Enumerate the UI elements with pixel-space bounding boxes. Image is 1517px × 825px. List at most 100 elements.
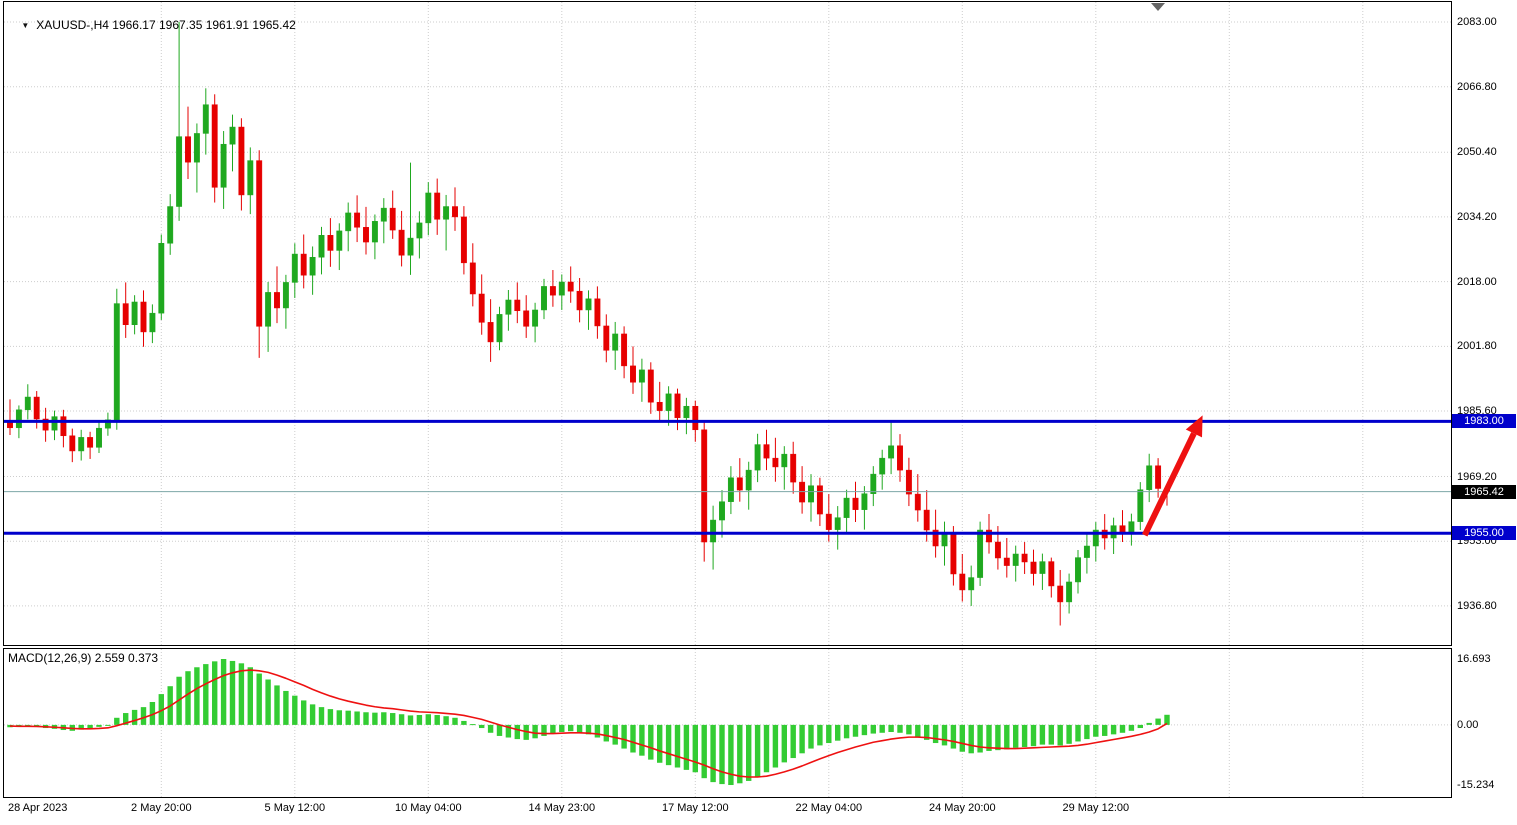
candle-body [363, 227, 369, 243]
candle-body [327, 235, 334, 251]
macd-histogram-bar [870, 724, 876, 734]
macd-histogram-bar [274, 685, 280, 725]
candle-body [291, 253, 298, 283]
candle-body [888, 445, 895, 459]
macd-histogram-bar [283, 690, 289, 725]
macd-histogram-bar [1093, 724, 1099, 737]
macd-histogram-bar [505, 724, 512, 738]
candle-body [211, 104, 218, 188]
candle-body [1003, 557, 1010, 566]
candle-body [1039, 561, 1046, 574]
macd-histogram-bar [123, 713, 129, 725]
candle-body [1137, 489, 1144, 522]
macd-histogram-bar [897, 724, 903, 733]
macd-histogram-bar [461, 720, 467, 725]
chart-menu-icon[interactable]: ▼ [21, 21, 30, 30]
time-tick-label: 17 May 12:00 [661, 802, 729, 814]
trend-arrow-head[interactable] [1185, 415, 1203, 438]
macd-histogram-bar [585, 724, 592, 735]
candle-body [354, 212, 361, 228]
candle-body [149, 312, 156, 333]
trend-arrow-shaft[interactable] [1142, 432, 1197, 537]
time-tick-label: 5 May 12:00 [264, 802, 326, 814]
price-tick-label: 2034.20 [1457, 210, 1497, 223]
macd-histogram-bar [657, 724, 663, 763]
macd-histogram-bar [986, 724, 992, 751]
macd-tick-label: 0.00 [1457, 718, 1479, 731]
macd-signal-line [9, 669, 1168, 778]
macd-histogram-bar [318, 707, 325, 725]
candle-body [33, 396, 40, 420]
candle-body [140, 301, 147, 333]
candle-body [1066, 581, 1073, 603]
macd-tick-label: -15.234 [1457, 779, 1495, 792]
macd-histogram-bar [452, 717, 458, 725]
time-tick-label: 29 May 12:00 [1062, 802, 1130, 814]
candle-body [816, 485, 823, 515]
macd-histogram-bar [78, 724, 84, 730]
macd-histogram-bar [701, 724, 707, 779]
candle-body [986, 529, 992, 543]
candle-body [968, 577, 975, 591]
macd-histogram-bar [336, 710, 342, 725]
macd-histogram-bar [203, 664, 209, 725]
candle-body [443, 206, 450, 220]
candle-body [434, 192, 441, 220]
macd-histogram-bar [1146, 722, 1152, 725]
macd-histogram-bar [683, 724, 690, 770]
macd-tick-label: 16.693 [1457, 653, 1491, 665]
macd-histogram-bar [309, 704, 316, 725]
candle-body [719, 501, 725, 521]
macd-histogram-bar [407, 715, 414, 725]
macd-histogram-bar [932, 724, 939, 744]
symbol-ohlc-text: XAUUSD-,H4 1966.17 1967.35 1961.91 1965.… [36, 18, 296, 32]
candle-body [772, 457, 779, 468]
candle-body [256, 160, 263, 327]
time-tick-label: 24 May 20:00 [928, 802, 996, 814]
candle-body [336, 230, 343, 251]
candle-body [371, 221, 378, 243]
macd-histogram-bar [728, 724, 734, 786]
macd-histogram-bar [1013, 724, 1019, 748]
candle-body [638, 369, 645, 383]
candle-body [852, 497, 859, 510]
candle-body [158, 243, 165, 314]
candle-body [532, 309, 539, 327]
macd-histogram-bar [550, 724, 556, 734]
macd-histogram-bar [247, 667, 253, 725]
price-tick-label: 2018.00 [1457, 275, 1497, 288]
candle-body [727, 477, 734, 502]
candle-body [478, 293, 485, 323]
macd-histogram-bar [737, 724, 743, 784]
macd-histogram-bar [612, 724, 618, 745]
candle-body [416, 222, 423, 239]
candle-body [1146, 465, 1153, 490]
macd-histogram-bar [1128, 724, 1135, 731]
price-tick-label: 2050.40 [1457, 146, 1497, 159]
macd-histogram-bar [630, 724, 636, 753]
macd-histogram-bar [363, 712, 369, 725]
candle-body [220, 143, 227, 188]
macd-histogram-bar [1084, 724, 1090, 740]
candle-body [692, 405, 699, 431]
macd-histogram-bar [1066, 724, 1072, 744]
macd-histogram-bar [425, 714, 431, 725]
candle-body [683, 405, 690, 419]
candle-body [202, 104, 209, 134]
macd-histogram-bar [354, 711, 360, 725]
candle-body [42, 418, 49, 431]
macd-histogram-bar [719, 724, 725, 785]
macd-histogram-bar [131, 709, 138, 725]
macd-histogram-bar [114, 717, 120, 725]
macd-histogram-bar [772, 724, 779, 768]
chart-shift-marker[interactable] [1151, 3, 1165, 11]
macd-histogram-bar [149, 701, 156, 725]
candle-body [585, 298, 592, 311]
candle-body [656, 401, 663, 411]
macd-histogram-bar [1030, 724, 1037, 747]
macd-histogram-bar [470, 724, 476, 726]
candle-body [96, 427, 102, 448]
macd-histogram-bar [1102, 724, 1108, 736]
macd-histogram-bar [977, 724, 983, 753]
